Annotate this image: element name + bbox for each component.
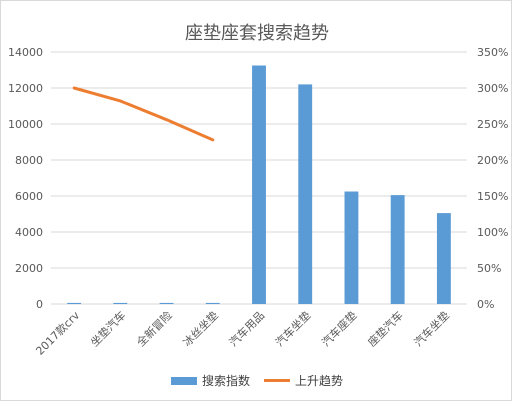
series-line [72,86,215,142]
x-tick-label: 冰丝坐垫 [180,308,221,349]
y-right-tick-label: 200% [477,154,508,167]
chart-title: 座垫座套搜索趋势 [185,23,329,44]
x-tick-label: 汽车座垫 [319,308,360,349]
x-tick-label: 坐垫汽车 [87,308,128,349]
x-tick-label: 座垫汽车 [365,308,406,349]
y-right-tick-label: 150% [477,190,508,203]
y-right-tick-label: 300% [477,82,508,95]
legend-swatch-bar [170,376,197,385]
y-right-tick-label: 50% [477,262,501,275]
legend-label-line-series: 上升趋势 [295,374,344,388]
x-tick-label: 汽车用品 [226,308,267,349]
legend-swatch-line [264,379,290,382]
bar [298,84,313,305]
y-left-tick-label: 2000 [15,262,43,275]
y-right-tick-label: 0% [477,298,494,311]
x-tick-label: 全新冒险 [134,308,175,349]
bar [159,302,174,304]
y-right-tick-label: 250% [477,118,508,131]
y-left-tick-label: 6000 [15,190,43,203]
y-left-tick-label: 8000 [15,154,43,167]
legend-item-line-series: 上升趋势 [264,372,343,389]
bar [113,302,128,304]
bar [252,65,266,304]
chart-legend: 搜索指数 上升趋势 [1,372,512,389]
x-tick-label: 2017款crv [33,308,83,358]
y-left-tick-label: 0 [36,298,43,311]
y-left-tick-label: 14000 [8,46,43,59]
bar [390,195,405,304]
x-tick-label: 汽车坐垫 [411,308,452,349]
bar [436,213,451,304]
legend-label-bar-series: 搜索指数 [201,374,250,388]
x-tick-label: 汽车坐垫 [272,308,313,349]
y-right-tick-label: 100% [477,226,508,239]
y-left-tick-label: 10000 [8,118,43,131]
legend-item-bar-series: 搜索指数 [170,372,250,389]
bar [344,191,359,304]
y-left-tick-label: 12000 [8,82,43,95]
y-left-tick-label: 4000 [15,226,43,239]
bar [205,302,220,304]
bar [67,302,82,304]
y-right-tick-label: 350% [477,46,508,59]
